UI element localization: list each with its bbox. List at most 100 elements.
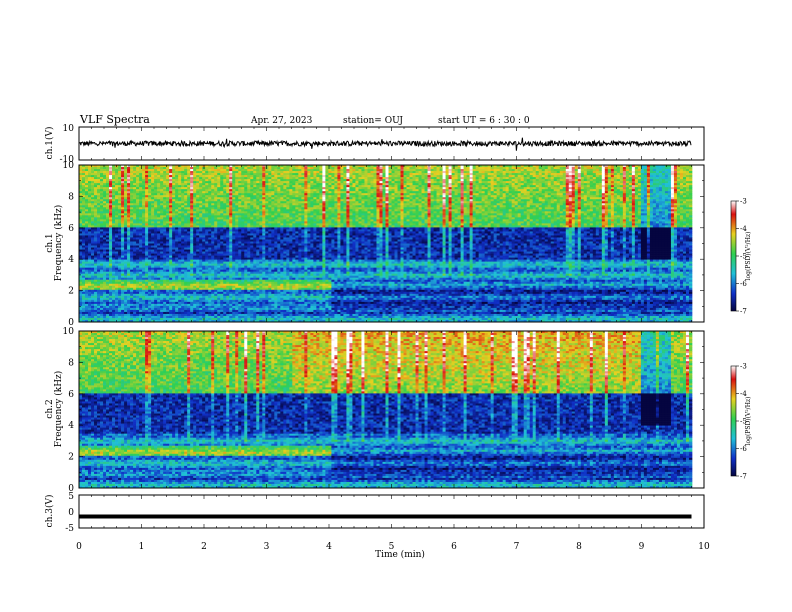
- spectrogram-cell: [163, 250, 166, 252]
- spectrogram-cell: [91, 211, 94, 213]
- spectrogram-cell: [82, 276, 85, 278]
- spectrogram-cell: [151, 258, 154, 260]
- spectrogram-cell: [112, 169, 115, 171]
- spectrogram-cell: [82, 270, 85, 272]
- spectrogram-cell: [130, 296, 133, 298]
- spectrogram-cell: [88, 288, 91, 290]
- spectrogram-cell: [88, 272, 91, 274]
- spectrogram-cell: [121, 266, 124, 268]
- spectrogram-cell: [100, 246, 103, 248]
- spectrogram-cell: [91, 209, 94, 211]
- spectrogram-cell: [154, 260, 157, 262]
- spectrogram-cell: [145, 280, 148, 282]
- spectrogram-cell: [142, 193, 145, 195]
- spectrogram-cell: [88, 181, 91, 183]
- spectrogram-cell: [154, 248, 157, 250]
- spectrogram-cell: [145, 316, 148, 318]
- spectrogram-cell: [160, 175, 163, 177]
- spectrogram-cell: [109, 215, 112, 217]
- spectrogram-cell: [124, 292, 127, 294]
- spectrogram-cell: [139, 209, 142, 211]
- spectrogram-cell: [109, 314, 112, 316]
- spectrogram-cell: [106, 217, 109, 219]
- spectrogram-cell: [103, 217, 106, 219]
- spectrogram-cell: [115, 175, 118, 177]
- spectrogram-cell: [121, 167, 124, 169]
- spectrogram-cell: [88, 229, 91, 231]
- spectrogram-cell: [142, 262, 145, 264]
- spectrogram-cell: [160, 227, 163, 229]
- spectrogram-cell: [154, 304, 157, 306]
- spectrogram-cell: [97, 195, 100, 197]
- spectrogram-cell: [130, 207, 133, 209]
- spectrogram-cell: [124, 229, 127, 231]
- spectrogram-cell: [112, 290, 115, 292]
- spectrogram-cell: [79, 213, 82, 215]
- spectrogram-cell: [133, 189, 136, 191]
- spectrogram-cell: [163, 197, 166, 199]
- spectrogram-cell: [127, 268, 130, 270]
- spectrogram-cell: [115, 260, 118, 262]
- spectrogram-cell: [124, 306, 127, 308]
- spectrogram-cell: [118, 201, 121, 203]
- spectrogram-cell: [151, 244, 154, 246]
- spectrogram-cell: [124, 235, 127, 237]
- spectrogram-cell: [79, 248, 82, 250]
- spectrogram-cell: [97, 298, 100, 300]
- spectrogram-cell: [163, 292, 166, 294]
- spectrogram-cell: [130, 179, 133, 181]
- spectrogram-cell: [139, 229, 142, 231]
- spectrogram-cell: [160, 258, 163, 260]
- spectrogram-cell: [82, 274, 85, 276]
- spectrogram-cell: [133, 241, 136, 243]
- spectrogram-cell: [157, 189, 160, 191]
- ch1-spectrogram-image: [79, 165, 692, 322]
- spectrogram-cell: [85, 229, 88, 231]
- spectrogram-cell: [85, 302, 88, 304]
- spectrogram-cell: [154, 244, 157, 246]
- spectrogram-cell: [85, 211, 88, 213]
- spectrogram-cell: [163, 254, 166, 256]
- spectrogram-cell: [127, 221, 130, 223]
- spectrogram-cell: [118, 233, 121, 235]
- spectrogram-cell: [106, 225, 109, 227]
- spectrogram-cell: [124, 312, 127, 314]
- spectrogram-cell: [115, 239, 118, 241]
- spectrogram-cell: [106, 233, 109, 235]
- spectrogram-cell: [85, 237, 88, 239]
- spectrogram-cell: [88, 187, 91, 189]
- spectrogram-cell: [91, 241, 94, 243]
- spectrogram-cell: [148, 235, 151, 237]
- spectrogram-cell: [103, 298, 106, 300]
- spectrogram-cell: [154, 294, 157, 296]
- spectrogram-cell: [148, 316, 151, 318]
- spectrogram-cell: [160, 207, 163, 209]
- spectrogram-cell: [160, 171, 163, 173]
- spectrogram-cell: [112, 278, 115, 280]
- spectrogram-cell: [85, 207, 88, 209]
- spectrogram-cell: [157, 191, 160, 193]
- spectrogram-cell: [151, 179, 154, 181]
- spectrogram-cell: [157, 195, 160, 197]
- spectrogram-cell: [139, 260, 142, 262]
- spectrogram-cell: [79, 233, 82, 235]
- spectrogram-cell: [136, 292, 139, 294]
- spectrogram-cell: [118, 258, 121, 260]
- spectrogram-cell: [133, 282, 136, 284]
- spectrogram-cell: [154, 276, 157, 278]
- spectrogram-cell: [91, 290, 94, 292]
- spectrogram-cell: [115, 282, 118, 284]
- spectrogram-cell: [127, 296, 130, 298]
- spectrogram-cell: [85, 235, 88, 237]
- spectrogram-cell: [160, 250, 163, 252]
- spectrogram-cell: [100, 167, 103, 169]
- spectrogram-cell: [100, 237, 103, 239]
- spectrogram-cell: [121, 169, 124, 171]
- spectrogram-cell: [85, 246, 88, 248]
- spectrogram-cell: [88, 270, 91, 272]
- spectrogram-cell: [154, 312, 157, 314]
- spectrogram-cell: [142, 254, 145, 256]
- spectrogram-cell: [130, 246, 133, 248]
- spectrogram-cell: [94, 260, 97, 262]
- spectrogram-cell: [100, 183, 103, 185]
